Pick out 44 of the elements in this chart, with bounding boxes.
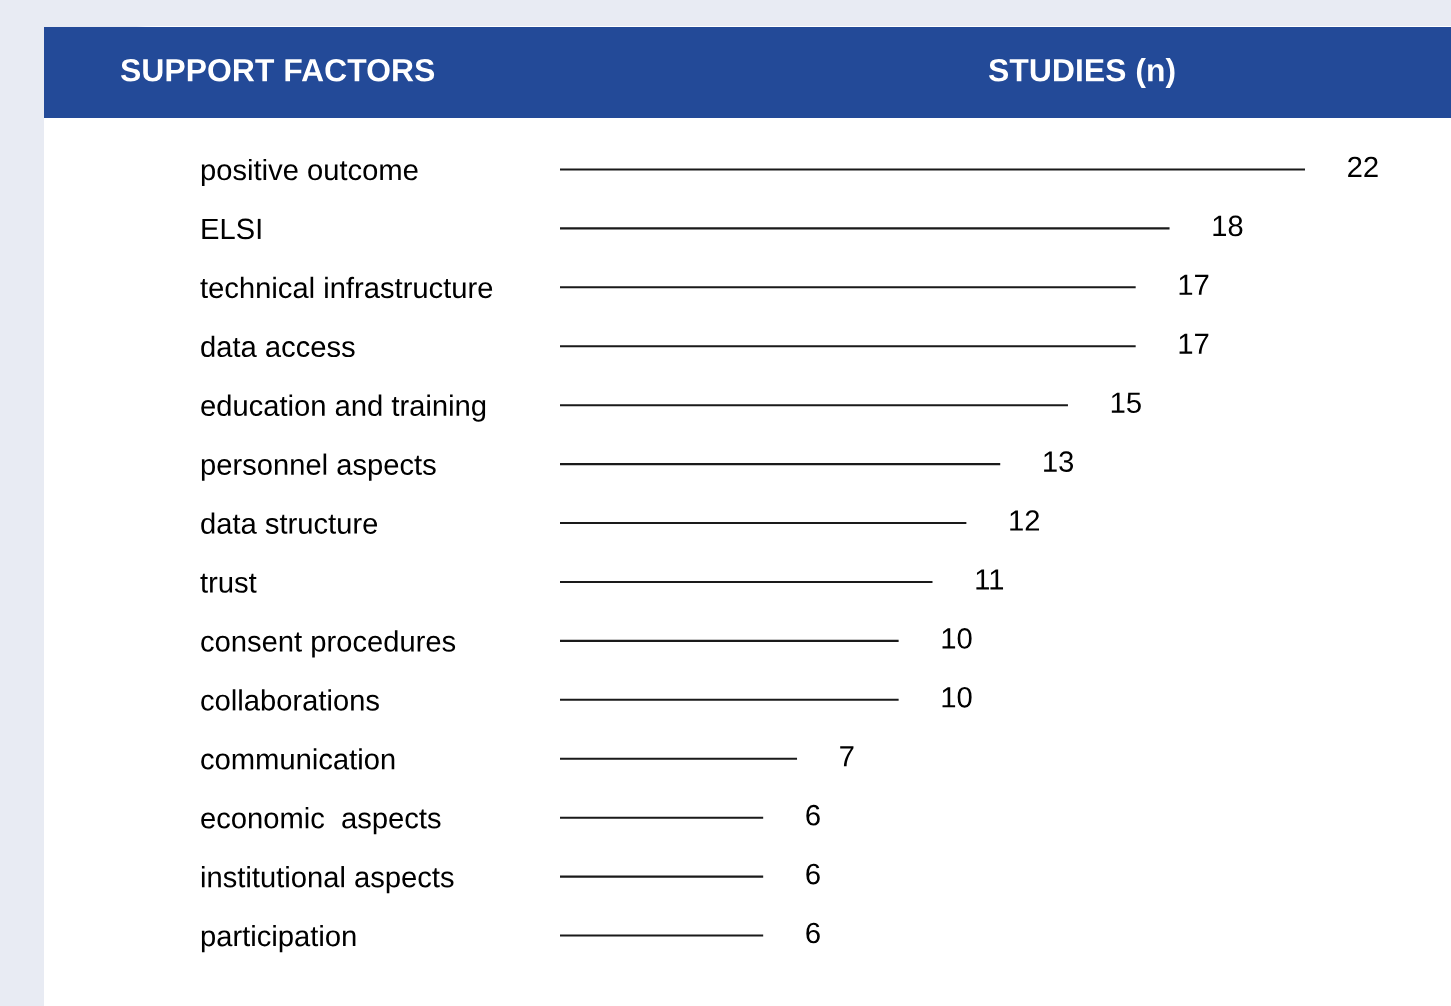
- bar: [560, 698, 899, 701]
- data-label: 6: [806, 863, 820, 885]
- y-tick-label: data access: [201, 335, 355, 358]
- x-axis-title: STUDIES (n): [988, 58, 1175, 88]
- y-tick-label: education and training: [201, 394, 486, 422]
- data-label: 6: [806, 804, 820, 826]
- y-tick-label: ELSI: [202, 218, 261, 240]
- bar: [560, 345, 1136, 348]
- data-label: 12: [1010, 510, 1040, 531]
- data-label: 22: [1348, 156, 1378, 178]
- bar: [560, 639, 899, 642]
- y-tick-label: communication: [201, 748, 395, 770]
- data-label: 6: [806, 922, 820, 944]
- bar: [560, 404, 1068, 407]
- y-tick-label: personnel aspects: [201, 453, 436, 481]
- y-tick-label: collaborations: [201, 689, 379, 711]
- y-tick-label: trust: [200, 573, 257, 593]
- bar: [560, 580, 933, 583]
- y-tick-label: data structure: [201, 512, 378, 534]
- bar: [560, 934, 764, 937]
- data-label: 13: [1044, 451, 1074, 472]
- y-tick-label: technical infrastructure: [200, 276, 493, 299]
- data-label: 7: [840, 746, 854, 767]
- bar: [560, 522, 967, 525]
- bar: [560, 816, 764, 819]
- y-axis-title: SUPPORT FACTORS: [120, 58, 435, 82]
- data-label: 17: [1179, 333, 1209, 354]
- bar: [560, 227, 1170, 230]
- y-tick-label: consent procedures: [201, 630, 456, 658]
- data-label: 11: [976, 569, 1004, 590]
- bar: [560, 286, 1136, 289]
- data-label: 10: [942, 628, 972, 649]
- y-tick-label: positive outcome: [201, 158, 418, 187]
- bar: [560, 168, 1305, 171]
- data-label: 15: [1111, 392, 1141, 414]
- data-label: 10: [942, 687, 972, 708]
- bar: [560, 757, 798, 760]
- data-label: 17: [1179, 274, 1209, 295]
- y-tick-label: institutional aspects: [201, 866, 454, 894]
- y-tick-label: economic aspects: [201, 807, 441, 835]
- bar: [560, 463, 1001, 466]
- bar: [560, 875, 764, 878]
- data-label: 18: [1213, 215, 1243, 237]
- y-tick-label: participation: [201, 924, 356, 953]
